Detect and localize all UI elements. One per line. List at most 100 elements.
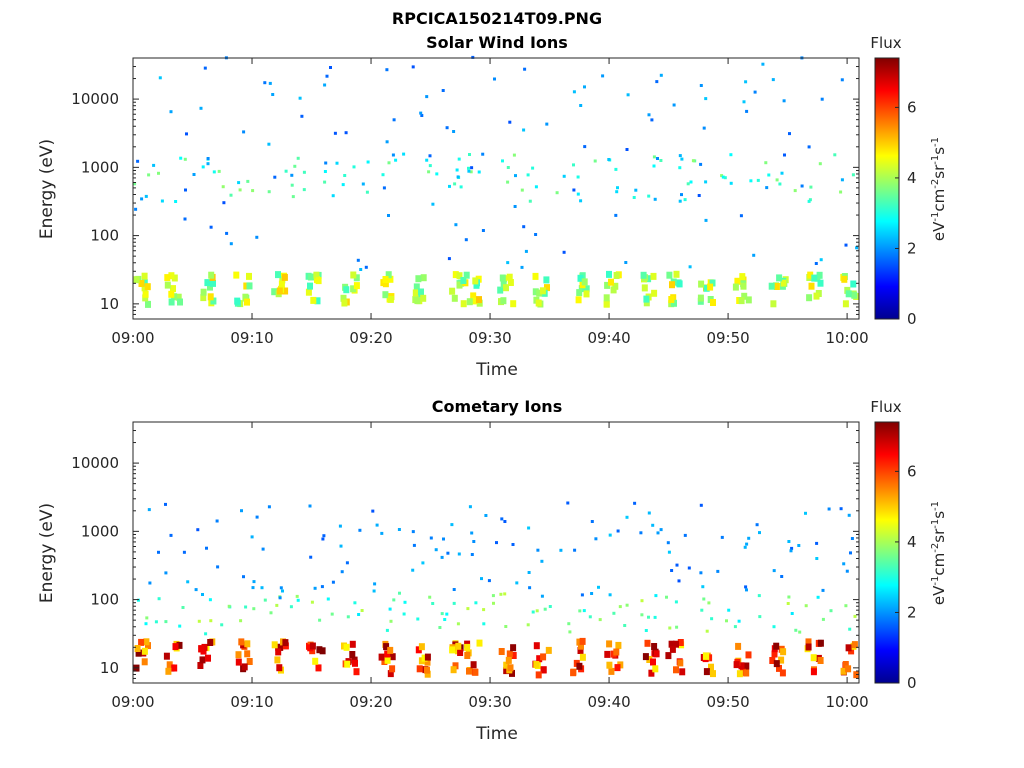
flux-cell [737, 619, 741, 623]
flux-cell [449, 646, 456, 654]
flux-cell [572, 163, 575, 167]
flux-cell [506, 180, 510, 184]
x-axis-label: Time [475, 724, 518, 744]
flux-cell [467, 169, 471, 173]
flux-cell [268, 81, 272, 85]
flux-cell [350, 285, 357, 293]
flux-cell [221, 185, 225, 189]
flux-cell [425, 95, 429, 99]
flux-cell [745, 588, 748, 592]
flux-cell [200, 288, 207, 296]
flux-cell [531, 610, 535, 614]
x-tick-label: 10:00 [825, 693, 868, 711]
flux-cell [212, 170, 216, 174]
flux-cell [498, 648, 505, 655]
flux-cell [672, 103, 676, 107]
flux-cell [442, 537, 445, 541]
flux-cell [810, 668, 817, 676]
flux-cell [577, 647, 584, 654]
flux-cell [623, 624, 627, 627]
flux-cell [179, 156, 183, 160]
flux-cell [276, 287, 283, 295]
flux-cell [855, 246, 859, 250]
colorbar-tick-label: 2 [907, 239, 917, 257]
flux-cell [786, 602, 790, 605]
flux-cell [227, 604, 231, 608]
flux-cell [613, 272, 620, 279]
flux-cell [470, 661, 477, 669]
flux-cell [239, 619, 243, 623]
flux-cell [668, 296, 675, 303]
flux-cell [703, 652, 709, 660]
flux-cell [276, 664, 283, 672]
flux-cell [333, 131, 337, 135]
flux-cell [380, 531, 384, 535]
flux-cell [752, 253, 756, 257]
flux-cell [382, 186, 386, 190]
flux-cell [289, 605, 293, 609]
x-tick-label: 09:40 [587, 329, 630, 347]
flux-cell [808, 198, 812, 202]
flux-cell [651, 289, 658, 297]
flux-cell [648, 669, 655, 677]
flux-cell [839, 507, 843, 511]
flux-cell [736, 670, 743, 678]
flux-cell [816, 271, 823, 279]
flux-cell [562, 250, 566, 254]
flux-cell [387, 214, 390, 217]
flux-cell [841, 275, 848, 283]
flux-cell [452, 601, 456, 605]
flux-cell [449, 287, 456, 295]
flux-cell [625, 515, 629, 519]
flux-cell [773, 283, 780, 290]
flux-cell [668, 640, 675, 648]
x-tick-label: 09:00 [111, 329, 154, 347]
flux-cell [242, 293, 249, 301]
flux-cell [583, 285, 590, 293]
flux-cell [687, 566, 691, 570]
flux-cell [697, 294, 704, 302]
flux-cell [503, 592, 507, 596]
flux-cell [536, 655, 543, 663]
flux-cell [144, 194, 148, 198]
flux-cell [851, 291, 858, 299]
flux-cell [773, 642, 780, 650]
flux-cell [260, 586, 264, 590]
flux-cell [385, 140, 389, 144]
flux-cell [420, 294, 427, 302]
flux-cell [540, 594, 544, 598]
flux-cell [141, 284, 148, 292]
flux-cell [506, 261, 510, 265]
x-tick-label: 09:20 [349, 329, 392, 347]
flux-cell [412, 543, 416, 547]
flux-cell [548, 605, 552, 608]
flux-cell [536, 548, 540, 552]
flux-cell [168, 272, 175, 280]
flux-cell [142, 294, 149, 302]
flux-cell [845, 644, 852, 652]
flux-cell [402, 152, 406, 156]
flux-cell [235, 658, 242, 666]
plot-frame [132, 57, 860, 320]
flux-cell [745, 542, 749, 546]
flux-cell [699, 571, 703, 575]
flux-cell [246, 658, 253, 665]
flux-cell [601, 74, 605, 78]
flux-cell [646, 656, 653, 663]
flux-cell [300, 114, 304, 118]
flux-cell [566, 501, 570, 505]
flux-cell [275, 648, 282, 656]
flux-cell [389, 619, 393, 623]
flux-cell [809, 185, 813, 189]
flux-cell [614, 664, 621, 672]
flux-cell [528, 199, 532, 203]
flux-cell [471, 297, 478, 305]
flux-cell [788, 132, 791, 136]
flux-cell [507, 279, 514, 286]
flux-cell [597, 585, 600, 589]
flux-cell [532, 272, 539, 280]
flux-cell [427, 170, 431, 174]
flux-cell [240, 509, 243, 513]
colorbar-label: eV-1cm-2sr-1s-1 [930, 137, 948, 241]
flux-cell [614, 213, 618, 217]
